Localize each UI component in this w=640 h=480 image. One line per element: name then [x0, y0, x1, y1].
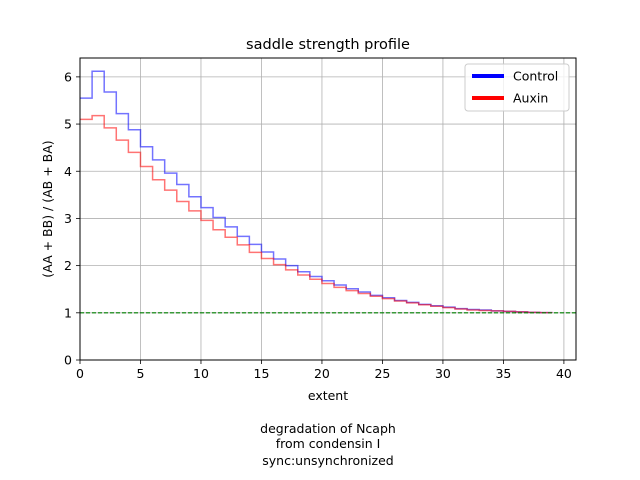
y-tick-label-4: 4	[64, 164, 72, 179]
legend: Control Auxin	[464, 63, 570, 112]
legend-label-control: Control	[513, 69, 558, 84]
x-tick-label-8: 40	[556, 366, 572, 381]
x-tick-label-4: 20	[314, 366, 330, 381]
x-tick-label-2: 10	[193, 366, 209, 381]
y-axis-label: (AA + BB) / (AB + BA)	[40, 140, 55, 277]
series-line-auxin	[80, 114, 553, 314]
x-axis-ticks: 0 5 10 15 20 25 30 35 40	[76, 360, 572, 381]
x-axis-label: extent	[308, 388, 348, 403]
x-tick-label-3: 15	[254, 366, 270, 381]
legend-label-auxin: Auxin	[513, 91, 548, 106]
y-axis-ticks: 0 1 2 3 4 5 6	[64, 69, 80, 368]
y-tick-label-3: 3	[64, 211, 72, 226]
caption-line-2: from condensin I	[276, 436, 381, 451]
y-tick-label-5: 5	[64, 117, 72, 132]
caption-line-1: degradation of Ncaph	[260, 421, 396, 436]
caption-line-3: sync:unsynchronized	[262, 453, 393, 468]
x-tick-label-7: 35	[495, 366, 511, 381]
y-tick-label-0: 0	[64, 353, 72, 368]
x-tick-label-1: 5	[137, 366, 145, 381]
y-tick-label-6: 6	[64, 69, 72, 84]
y-tick-label-2: 2	[64, 258, 72, 273]
x-tick-label-5: 25	[374, 366, 390, 381]
x-tick-label-6: 30	[435, 366, 451, 381]
chart-title: saddle strength profile	[246, 37, 410, 53]
series-group	[80, 70, 553, 314]
y-tick-label-1: 1	[64, 305, 72, 320]
x-tick-label-0: 0	[76, 366, 84, 381]
plot-frame	[79, 57, 577, 361]
